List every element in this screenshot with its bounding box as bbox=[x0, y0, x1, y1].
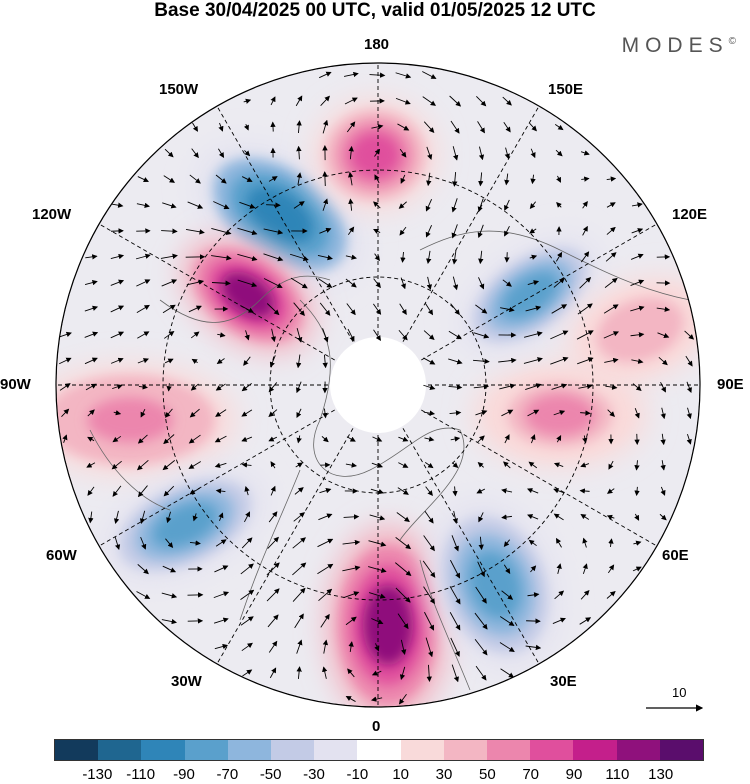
lon-label-60w: 60W bbox=[46, 547, 77, 564]
colorbar-tick-label: 10 bbox=[392, 766, 409, 783]
wind-arrow bbox=[266, 205, 280, 206]
colorbar-swatch bbox=[357, 740, 400, 760]
colorbar-tick-label: -110 bbox=[126, 766, 155, 783]
wind-arrow bbox=[273, 122, 274, 131]
lon-label-30w: 30W bbox=[171, 673, 202, 690]
colorbar-tick-label: -90 bbox=[173, 766, 195, 783]
colorbar-tick-label: -70 bbox=[216, 766, 238, 783]
colorbar-swatch bbox=[141, 740, 184, 760]
colorbar-swatch bbox=[444, 740, 487, 760]
anomaly-hudson-high bbox=[88, 398, 173, 443]
lon-label-0: 0 bbox=[372, 718, 380, 735]
colorbar-swatch bbox=[617, 740, 660, 760]
colorbar-swatch bbox=[573, 740, 616, 760]
lon-label-180: 180 bbox=[364, 36, 389, 53]
colorbar-swatch bbox=[314, 740, 357, 760]
lon-label-150w: 150W bbox=[159, 81, 198, 98]
colorbar-tick-label: -30 bbox=[303, 766, 325, 783]
polar-cap bbox=[330, 337, 426, 433]
colorbar-swatch bbox=[487, 740, 530, 760]
lon-label-150e: 150E bbox=[548, 81, 583, 98]
colorbar-tick-label: 70 bbox=[522, 766, 539, 783]
colorbar bbox=[54, 739, 704, 761]
reference-vector-label: 10 bbox=[672, 686, 686, 700]
lon-label-60e: 60E bbox=[662, 547, 689, 564]
colorbar-swatch bbox=[271, 740, 314, 760]
colorbar-tick-label: 50 bbox=[479, 766, 496, 783]
lon-label-90w: 90W bbox=[0, 376, 31, 393]
polar-map bbox=[0, 0, 750, 735]
wind-arrow bbox=[111, 231, 123, 232]
lon-label-30e: 30E bbox=[550, 673, 577, 690]
colorbar-swatch bbox=[530, 740, 573, 760]
lon-label-120w: 120W bbox=[32, 206, 71, 223]
colorbar-swatch bbox=[98, 740, 141, 760]
lon-label-90e: 90E bbox=[717, 376, 744, 393]
colorbar-tick-label: 90 bbox=[566, 766, 583, 783]
colorbar-tick-label: -10 bbox=[346, 766, 368, 783]
reference-vector: 10 bbox=[642, 686, 706, 716]
colorbar-tick-label: -50 bbox=[260, 766, 282, 783]
colorbar-swatch bbox=[55, 740, 98, 760]
map-disk bbox=[24, 60, 728, 725]
colorbar-swatch bbox=[185, 740, 228, 760]
colorbar-tick-label: -130 bbox=[82, 766, 112, 783]
wind-arrow bbox=[526, 621, 540, 622]
colorbar-swatch bbox=[660, 740, 703, 760]
colorbar-tick-label: 30 bbox=[436, 766, 453, 783]
colorbar-tick-label: 130 bbox=[648, 766, 673, 783]
wind-arrow bbox=[325, 172, 326, 186]
lon-label-120e: 120E bbox=[672, 206, 707, 223]
colorbar-swatch bbox=[401, 740, 444, 760]
colorbar-swatch bbox=[228, 740, 271, 760]
colorbar-ticks: -130 -110 -90 -70 -50 -30 -10 10 30 50 70 90 110 130 bbox=[0, 766, 750, 784]
anomaly-central-siberia-high bbox=[525, 394, 595, 436]
colorbar-tick-label: 110 bbox=[605, 766, 629, 783]
